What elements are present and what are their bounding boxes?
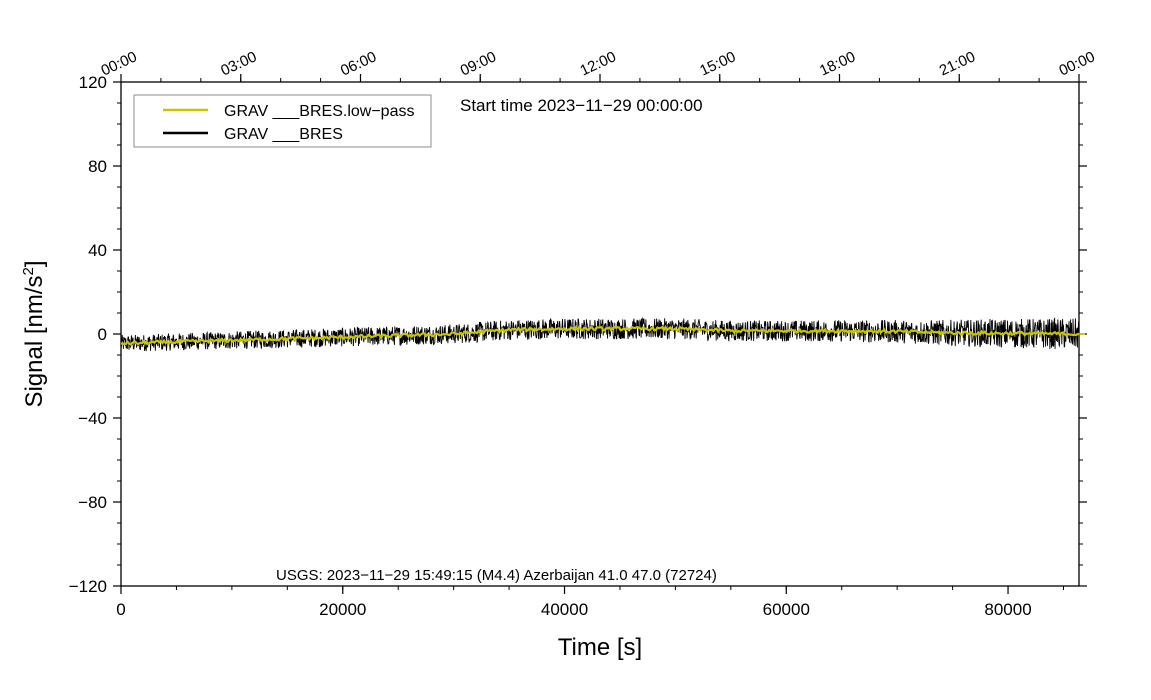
start-time-annotation: Start time 2023−11−29 00:00:00 [460,96,703,115]
legend-box [133,94,432,148]
y-tick-label: −40 [78,409,107,428]
top-tick-label: 09:00 [458,48,499,79]
x-tick-label: 80000 [984,600,1031,619]
x-axis: 0 20000 40000 60000 80000 [116,586,1064,619]
series-grav-bres-lowpass [120,324,1080,346]
event-annotation: USGS: 2023−11−29 15:49:15 (M4.4) Azerbai… [276,567,717,584]
x-axis-title: Time [s] [558,634,642,661]
y-tick-label: −80 [78,493,107,512]
series-line-grav-bres-lowpass [120,324,1080,346]
y-tick-label: 80 [88,157,107,176]
top-tick-label: 18:00 [817,48,858,79]
top-time-axis: 00:00 03:00 06:00 09:00 12:00 15:00 18:00 21:00… [98,48,1098,82]
top-tick-label: 03:00 [218,48,259,79]
series-line-grav-bres [120,316,1080,352]
top-tick-label: 12:00 [577,48,618,79]
x-tick-label: 60000 [763,600,810,619]
top-tick-label: 06:00 [338,48,379,79]
top-tick-label: 00:00 [1056,48,1097,79]
top-tick-label: 15:00 [697,48,738,79]
top-tick-label: 00:00 [98,48,139,79]
series-grav-bres [120,316,1080,352]
y-tick-label: 120 [79,73,107,92]
legend-label-lowpass: GRAV ___BRES.low−pass [224,103,414,120]
y-axis-title: Signal [nm/s2] [20,260,48,407]
y-axis: −120 −80 −40 0 40 80 120 [69,73,1087,596]
legend: GRAV ___BRES.low−pass GRAV ___BRES [133,94,432,148]
x-tick-label: 0 [116,600,125,619]
y-tick-label: 40 [88,241,107,260]
top-tick-label: 21:00 [937,48,978,79]
legend-label-raw: GRAV ___BRES [224,126,343,143]
y-tick-label: 0 [98,325,107,344]
x-tick-label: 40000 [541,600,588,619]
y-tick-label: −120 [69,577,107,596]
x-tick-label: 20000 [319,600,366,619]
